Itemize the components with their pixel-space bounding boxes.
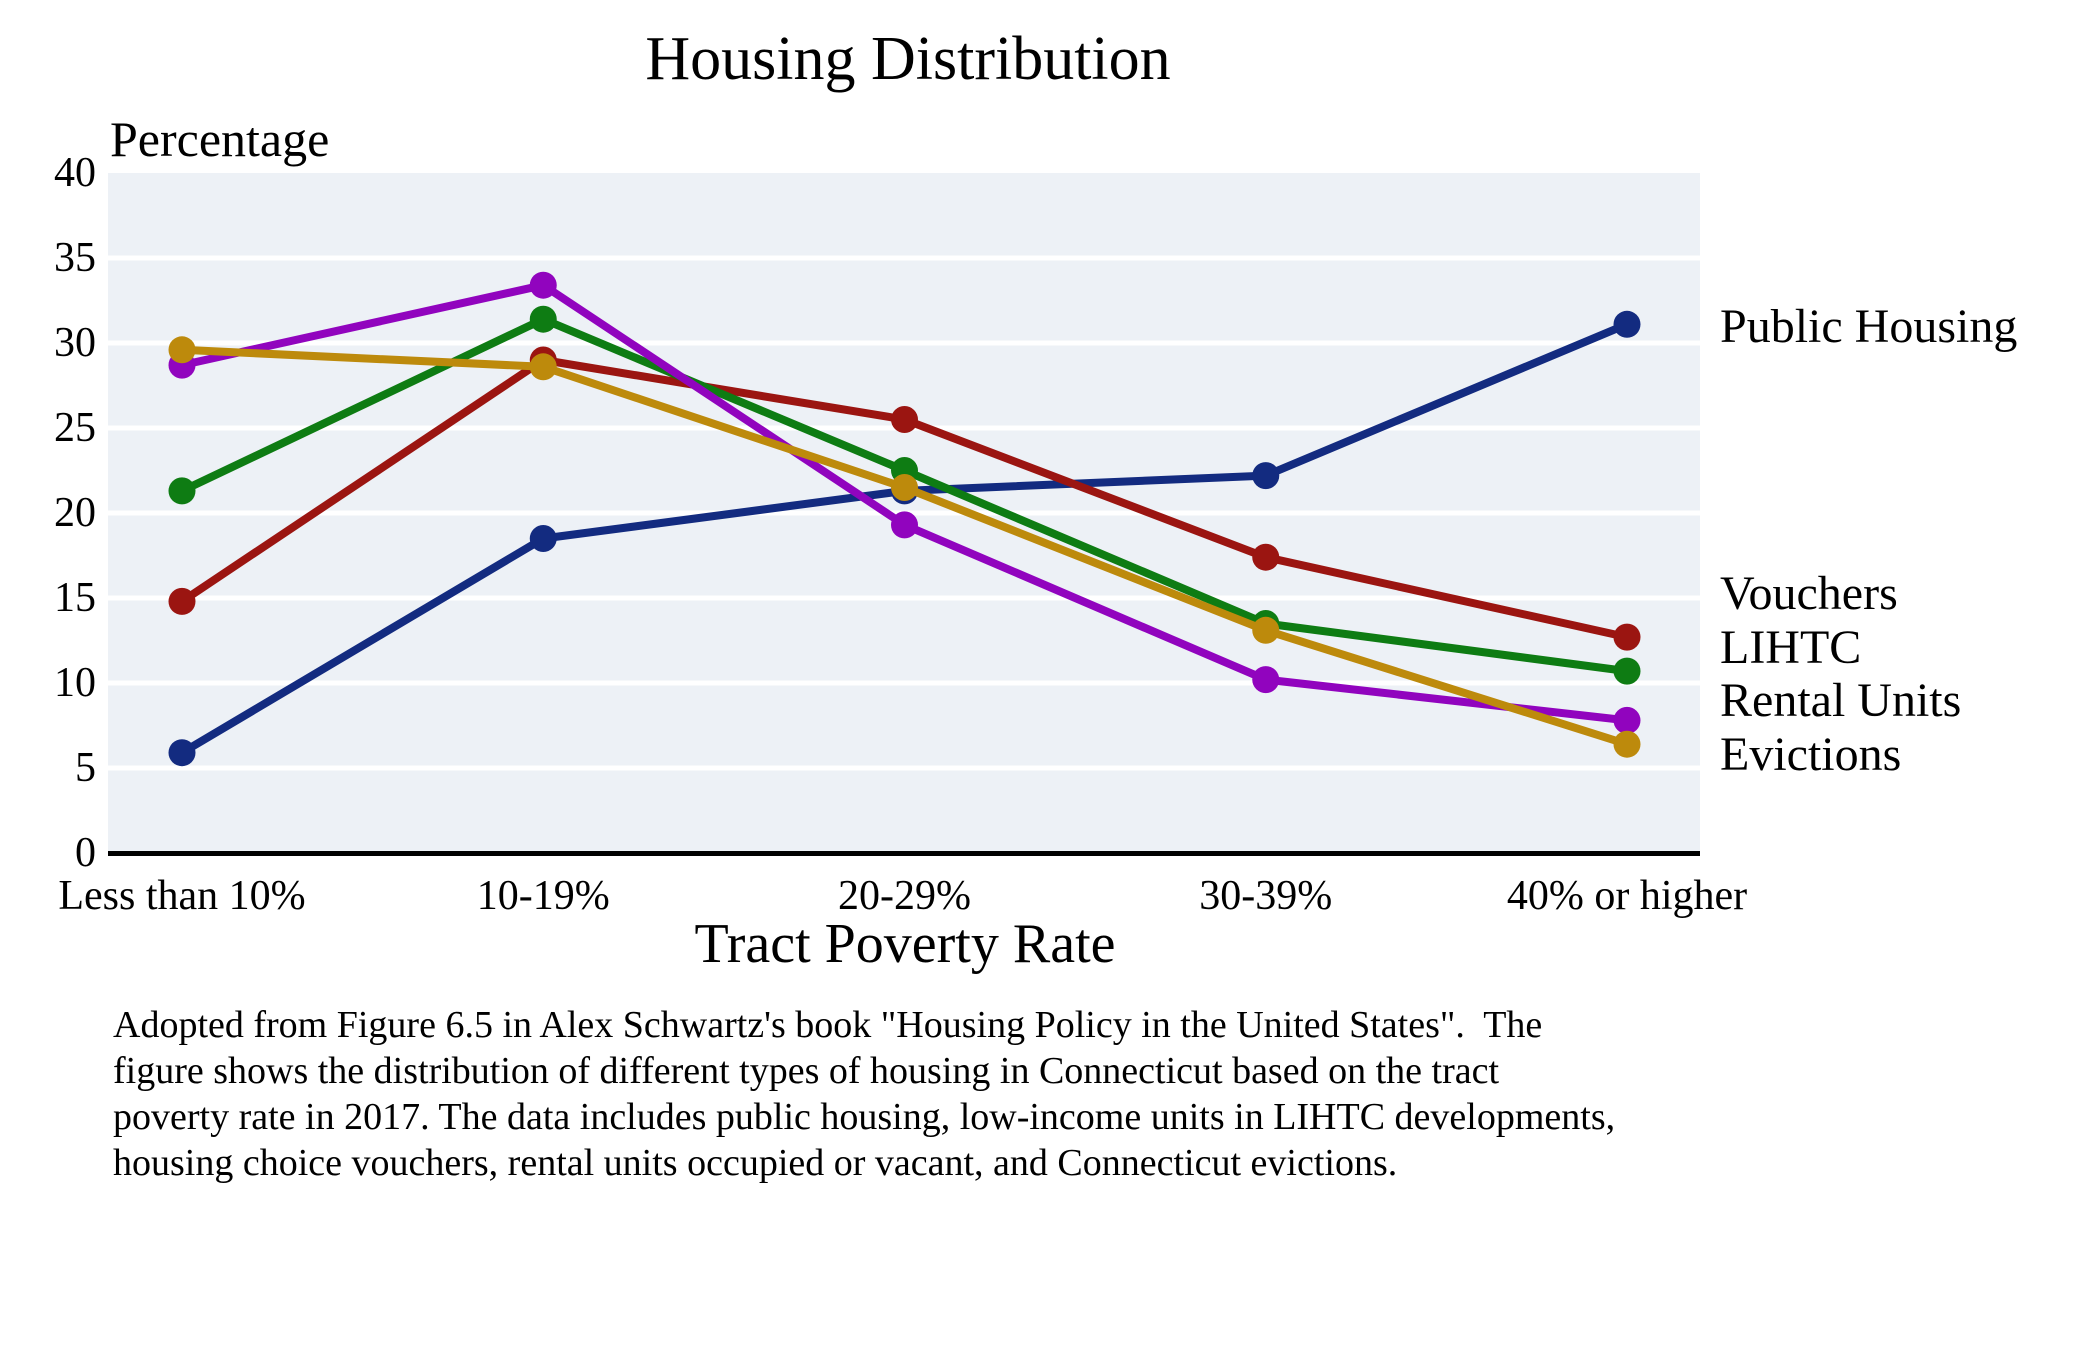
data-point-vouchers-0 — [168, 587, 196, 615]
caption-line: housing choice vouchers, rental units oc… — [113, 1142, 1398, 1184]
caption-line: Adopted from Figure 6.5 in Alex Schwartz… — [113, 1004, 1543, 1046]
data-point-lihtc-1 — [529, 305, 557, 333]
y-tick-label-0: 0 — [75, 830, 96, 876]
data-point-rental-units-3 — [1252, 666, 1280, 694]
gridline-35 — [108, 255, 1700, 261]
data-point-vouchers-3 — [1252, 543, 1280, 571]
data-point-public-housing-4 — [1613, 310, 1641, 338]
legend-label-vouchers: Vouchers — [1720, 567, 1898, 620]
legend-label-evictions: Evictions — [1720, 728, 1902, 781]
data-point-rental-units-2 — [891, 511, 918, 539]
gridline-10 — [108, 680, 1700, 686]
caption-line: figure shows the distribution of differe… — [113, 1050, 1500, 1092]
y-axis-title: Percentage — [110, 111, 330, 167]
legend-label-public-housing: Public Housing — [1720, 300, 2018, 353]
legend-label-rental-units: Rental Units — [1720, 674, 1962, 727]
y-tick-label-25: 25 — [54, 405, 96, 451]
data-point-public-housing-3 — [1252, 462, 1280, 490]
line-chart-canvas — [108, 255, 1700, 771]
data-point-vouchers-4 — [1613, 623, 1641, 651]
gridline-5 — [108, 765, 1700, 771]
x-tick-label-1: 10-19% — [476, 873, 610, 919]
data-point-public-housing-0 — [168, 739, 196, 767]
data-point-evictions-4 — [1613, 730, 1641, 758]
data-point-evictions-0 — [168, 336, 196, 364]
plot-area — [108, 173, 1700, 853]
gridline-30 — [108, 340, 1700, 346]
x-axis-line — [108, 851, 1700, 856]
data-point-rental-units-4 — [1613, 706, 1641, 734]
x-axis-title: Tract Poverty Rate — [694, 913, 1116, 975]
x-tick-label-3: 30-39% — [1199, 873, 1333, 919]
data-point-evictions-3 — [1252, 616, 1280, 644]
data-point-lihtc-0 — [168, 477, 196, 505]
data-point-evictions-2 — [891, 474, 918, 501]
gridline-15 — [108, 595, 1700, 601]
data-point-public-housing-1 — [529, 525, 557, 552]
x-tick-label-4: 40% or higher — [1506, 873, 1748, 919]
data-point-lihtc-4 — [1613, 657, 1641, 685]
y-tick-label-30: 30 — [54, 320, 96, 366]
data-point-vouchers-2 — [891, 406, 918, 433]
y-tick-label-10: 10 — [54, 660, 96, 706]
y-tick-label-5: 5 — [75, 745, 96, 791]
y-tick-label-35: 35 — [54, 235, 96, 281]
data-point-evictions-1 — [529, 353, 557, 381]
x-tick-label-0: Less than 10% — [58, 873, 306, 919]
y-tick-label-15: 15 — [54, 575, 96, 621]
y-tick-label-20: 20 — [54, 490, 96, 536]
legend-label-lihtc: LIHTC — [1720, 621, 1862, 674]
data-point-rental-units-1 — [529, 271, 557, 299]
y-tick-label-40: 40 — [54, 150, 96, 196]
chart-title: Housing Distribution — [645, 25, 1171, 93]
x-tick-label-2: 20-29% — [838, 873, 971, 919]
caption-line: poverty rate in 2017. The data includes … — [113, 1096, 1616, 1138]
